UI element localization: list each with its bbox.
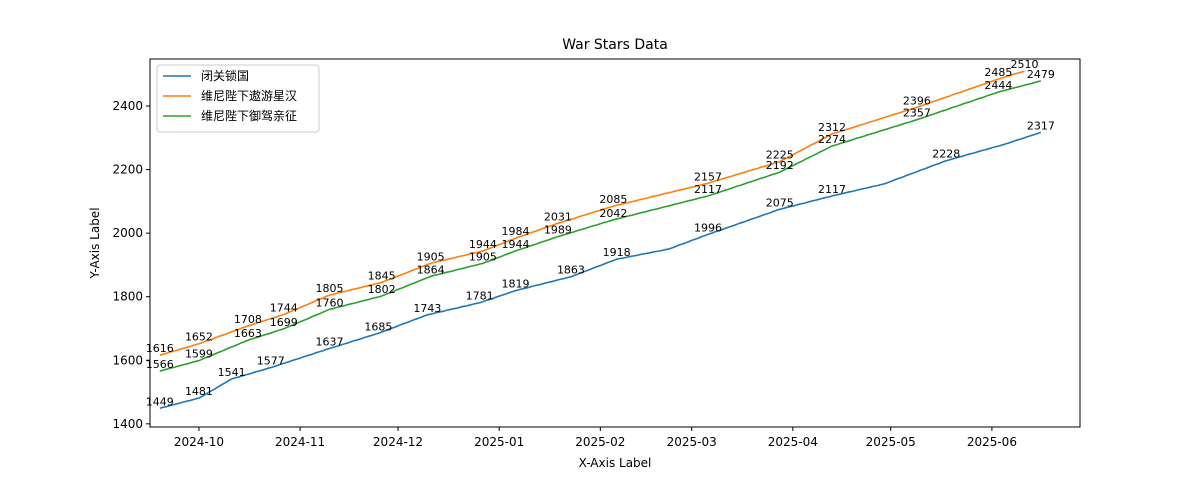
data-label: 1481 [185,385,213,398]
y-tick-label: 2400 [112,99,143,113]
data-label: 1743 [413,302,441,315]
series-line-0 [159,131,1042,410]
y-axis-label: Y-Axis Label [88,207,102,279]
data-label: 1918 [603,246,631,259]
data-label: 2031 [544,210,572,223]
data-labels: 1449 1481 1541 1577 1637 1685 1743 1781 1819 1863… [146,58,1055,408]
x-tick-label: 2025-04 [768,435,818,449]
x-tick-label: 2024-11 [275,435,325,449]
data-label: 2479 [1027,68,1055,81]
data-label: 1699 [270,316,298,329]
data-label: 2396 [903,94,931,107]
data-label: 1864 [417,263,445,276]
data-label: 1449 [146,395,174,408]
x-tick-label: 2025-05 [866,435,916,449]
data-label: 2117 [694,183,722,196]
data-label: 2042 [599,207,627,220]
data-label: 2085 [599,193,627,206]
data-label: 1905 [469,250,497,263]
data-label: 1944 [469,238,497,251]
legend-label: 维尼陛下遨游星汉 [201,88,297,103]
data-label: 2228 [932,148,960,161]
x-tick-label: 2024-10 [174,435,224,449]
data-label: 1802 [368,283,396,296]
data-label: 2075 [766,196,794,209]
data-label: 2357 [903,107,931,120]
data-label: 1989 [544,224,572,237]
data-label: 1845 [368,269,396,282]
data-label: 2485 [984,66,1012,79]
data-label: 2444 [984,79,1012,92]
data-label: 1541 [218,366,246,379]
legend-label: 闭关锁国 [201,68,249,83]
data-label: 1577 [257,355,285,368]
data-label: 1708 [234,313,262,326]
data-label: 1984 [501,225,529,238]
data-label: 1863 [557,264,585,277]
data-label: 2312 [818,121,846,134]
data-label: 2192 [766,159,794,172]
data-label: 1944 [501,238,529,251]
series-line-1 [159,70,1025,356]
series-line-2 [159,80,1042,372]
data-label: 1663 [234,327,262,340]
data-label: 2274 [818,133,846,146]
data-label: 1637 [315,336,343,349]
data-label: 1744 [270,302,298,315]
plot-frame [149,58,1081,428]
data-label: 1652 [185,331,213,344]
x-tick-label: 2025-01 [474,435,524,449]
data-label: 1805 [315,282,343,295]
data-label: 2317 [1027,119,1055,132]
x-tick-label: 2025-03 [667,435,717,449]
data-label: 1905 [417,250,445,263]
data-label: 1566 [146,358,174,371]
data-label: 1760 [315,296,343,309]
y-axis: 1400 1600 1800 2000 2200 2400 [112,99,150,431]
chart-title: War Stars Data [562,37,668,53]
series-layer [159,70,1042,410]
y-tick-label: 2200 [112,163,143,177]
data-label: 1685 [364,320,392,333]
data-label: 1819 [501,278,529,291]
y-tick-label: 1800 [112,290,143,304]
data-label: 2157 [694,170,722,183]
x-axis-label: X-Axis Label [579,456,652,470]
data-label: 1781 [466,290,494,303]
data-label: 2117 [818,183,846,196]
x-axis: 2024-10 2024-11 2024-12 2025-01 2025-02 2025-… [174,427,1017,449]
y-tick-label: 1600 [112,353,143,367]
x-tick-label: 2024-12 [373,435,423,449]
x-tick-label: 2025-06 [967,435,1017,449]
data-label: 1599 [185,348,213,361]
legend-label: 维尼陛下御驾亲征 [201,108,297,123]
data-label: 1996 [694,221,722,234]
x-tick-label: 2025-02 [575,435,625,449]
y-tick-label: 1400 [112,417,143,431]
y-tick-label: 2000 [112,226,143,240]
data-label: 1616 [146,342,174,355]
legend-box [156,64,320,133]
data-label: 2510 [1011,58,1039,71]
data-label: 2225 [766,149,794,162]
